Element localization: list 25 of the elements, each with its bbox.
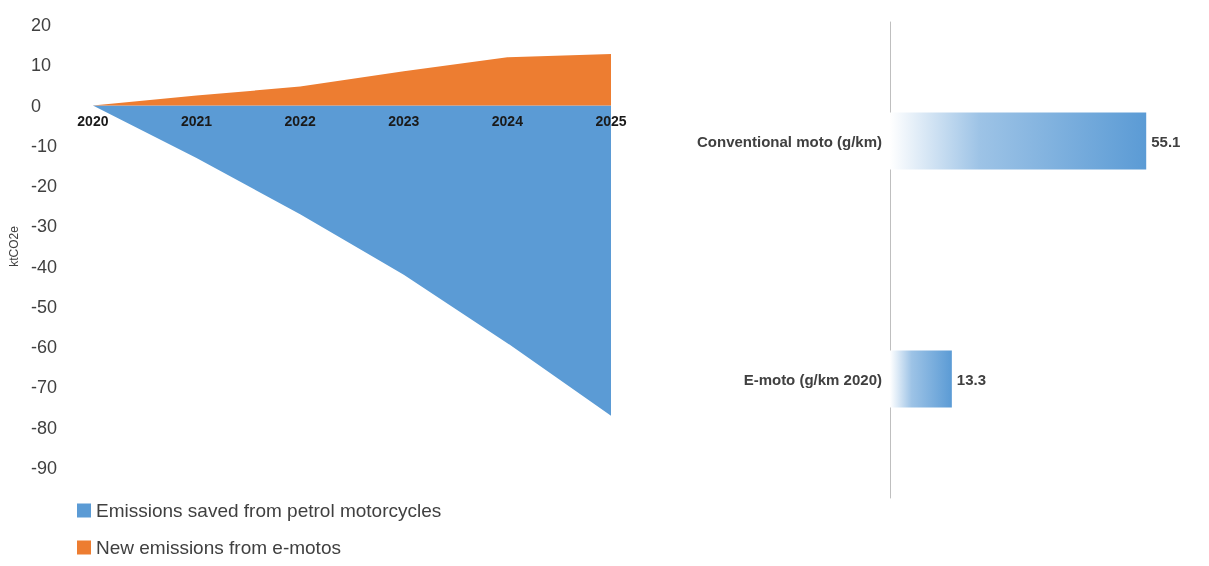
y-tick-label: 20 — [30, 15, 51, 35]
y-tick-label: -70 — [30, 377, 57, 398]
y-tick-label: -40 — [30, 256, 57, 277]
data-label: 55.1 — [1151, 132, 1181, 150]
y-axis-title: ktCO2e — [7, 225, 21, 267]
y-tick-label: -20 — [30, 176, 57, 197]
y-tick-label: E-moto (g/km 2020) — [743, 370, 882, 388]
y-tick-label: -80 — [30, 417, 57, 438]
y-tick-label: -60 — [30, 337, 57, 358]
y-tick-label: 10 — [30, 55, 51, 76]
legend-label: Emissions saved from petrol motorcycles — [96, 500, 442, 521]
x-tick-label: 2023 — [388, 112, 420, 129]
y-tick-label: -50 — [30, 296, 57, 317]
y-tick-label: -10 — [30, 135, 57, 156]
x-tick-label: 2025 — [595, 112, 627, 129]
x-tick-label: 2020 — [77, 112, 109, 129]
y-tick-label: 0 — [30, 95, 41, 116]
y-tick-label: -90 — [30, 458, 57, 478]
y-tick-label: Conventional moto (g/km) — [697, 132, 882, 150]
x-tick-label: 2024 — [491, 112, 524, 129]
data-label: 13.3 — [956, 370, 987, 388]
x-tick-label: 2021 — [180, 112, 213, 129]
y-tick-label: -30 — [30, 216, 57, 237]
legend-label: New emissions from e-motos — [96, 537, 341, 558]
x-tick-label: 2022 — [284, 112, 316, 129]
